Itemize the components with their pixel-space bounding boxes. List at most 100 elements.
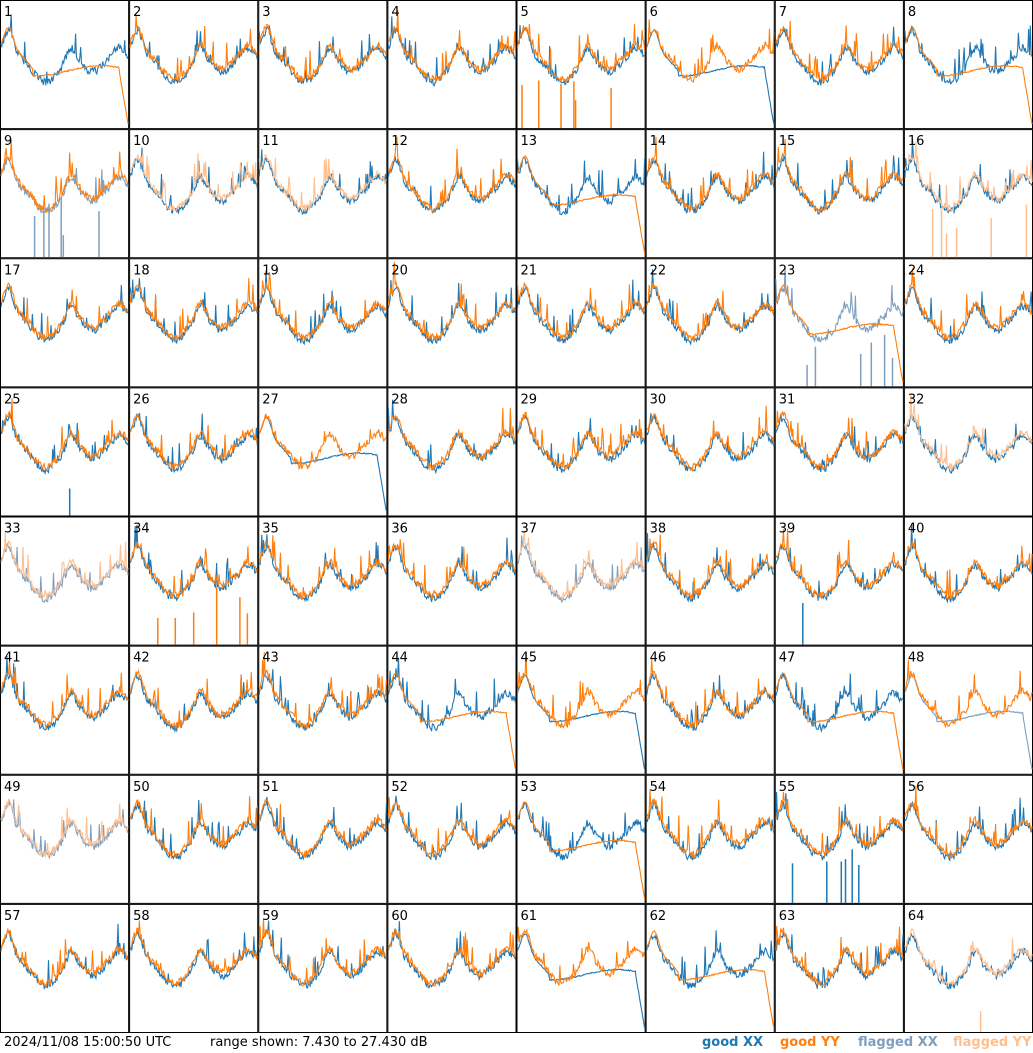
panel-23: 23 (774, 258, 904, 388)
series-xx (387, 657, 517, 732)
panel-8: 8 (903, 0, 1033, 130)
series-yy (0, 798, 129, 858)
panel-frame (774, 774, 904, 904)
panel-39: 39 (774, 516, 904, 646)
panel-frame (774, 387, 904, 517)
panel-44: 44 (387, 645, 517, 775)
panel-label: 63 (779, 909, 796, 924)
series-yy (0, 139, 129, 214)
panel-label: 50 (133, 780, 150, 795)
series-yy (258, 918, 387, 987)
panel-label: 42 (133, 651, 150, 666)
series-xx (0, 157, 129, 214)
series-xx (646, 151, 775, 214)
series-yy (258, 535, 387, 601)
panel-label: 56 (908, 780, 925, 795)
series-yy (775, 284, 904, 383)
panel-60: 60 (387, 903, 517, 1033)
panel-label: 10 (133, 134, 150, 149)
series-yy (0, 27, 129, 125)
panel-frame (645, 129, 775, 259)
panel-frame (387, 0, 517, 130)
series-yy (516, 281, 646, 340)
series-yy (258, 652, 387, 730)
series-xx (904, 25, 1033, 85)
panel-frame (774, 129, 904, 259)
panel-58: 58 (129, 903, 259, 1033)
series-yy (0, 532, 129, 600)
panel-frame (258, 903, 388, 1033)
series-xx (258, 669, 387, 731)
series-xx (129, 278, 258, 345)
panel-label: 21 (521, 263, 538, 278)
panel-label: 32 (908, 392, 925, 407)
panel-label: 58 (133, 909, 150, 924)
panel-frame (516, 774, 646, 904)
panel-54: 54 (645, 774, 775, 904)
panel-frame (516, 516, 646, 646)
series-yy (516, 411, 646, 470)
series-yy (387, 261, 517, 341)
series-xx (258, 270, 387, 346)
panel-2: 2 (129, 0, 259, 130)
series-xx (516, 933, 646, 1029)
panel-26: 26 (129, 387, 259, 517)
panel-52: 52 (387, 774, 517, 904)
series-yy (516, 23, 646, 84)
panel-37: 37 (516, 516, 646, 646)
series-xx (258, 416, 387, 512)
panel-label: 62 (650, 909, 667, 924)
panel-label: 15 (779, 134, 796, 149)
series-xx (904, 931, 1033, 991)
panel-57: 57 (0, 903, 130, 1033)
panel-label: 41 (4, 651, 21, 666)
panel-label: 43 (262, 651, 279, 666)
panel-label: 29 (521, 392, 538, 407)
panel-frame (774, 516, 904, 646)
series-yy (129, 668, 258, 729)
series-yy (258, 798, 387, 858)
series-yy (129, 152, 258, 212)
panel-34: 34 (129, 516, 259, 646)
panel-label: 23 (779, 263, 796, 278)
panel-label: 7 (779, 5, 787, 20)
panel-48: 48 (903, 645, 1033, 775)
panel-1: 1 (0, 0, 130, 130)
series-yy (129, 920, 258, 987)
series-yy (775, 138, 904, 214)
series-yy (904, 541, 1033, 600)
series-yy (517, 801, 646, 900)
panel-label: 60 (391, 909, 408, 924)
series-yy (129, 278, 258, 341)
panel-45: 45 (516, 645, 646, 775)
panel-label: 33 (4, 522, 21, 537)
panel-label: 5 (521, 5, 529, 20)
panel-label: 9 (4, 134, 12, 149)
panel-13: 13 (516, 129, 646, 259)
panel-47: 47 (774, 645, 904, 775)
series-yy (387, 539, 517, 601)
panel-frame (903, 774, 1033, 904)
panel-3: 3 (258, 0, 388, 130)
panel-frame (129, 0, 259, 130)
series-yy (646, 283, 775, 342)
series-yy (775, 528, 903, 600)
series-yy (775, 672, 904, 771)
series-yy (904, 267, 1033, 342)
panel-frame (516, 258, 646, 388)
panel-frame (774, 0, 904, 130)
panel-49: 49 (0, 774, 130, 904)
panel-38: 38 (645, 516, 775, 646)
series-yy (387, 136, 517, 214)
panel-frame (645, 0, 775, 130)
panel-9: 9 (0, 129, 130, 259)
panel-42: 42 (129, 645, 259, 775)
panel-41: 41 (0, 645, 130, 775)
panel-43: 43 (258, 645, 388, 775)
panel-27: 27 (258, 387, 388, 517)
series-yy (387, 672, 517, 770)
series-yy (258, 271, 387, 342)
status-footer: 2024/11/08 15:00:50 UTC range shown: 7.4… (0, 1033, 1033, 1053)
